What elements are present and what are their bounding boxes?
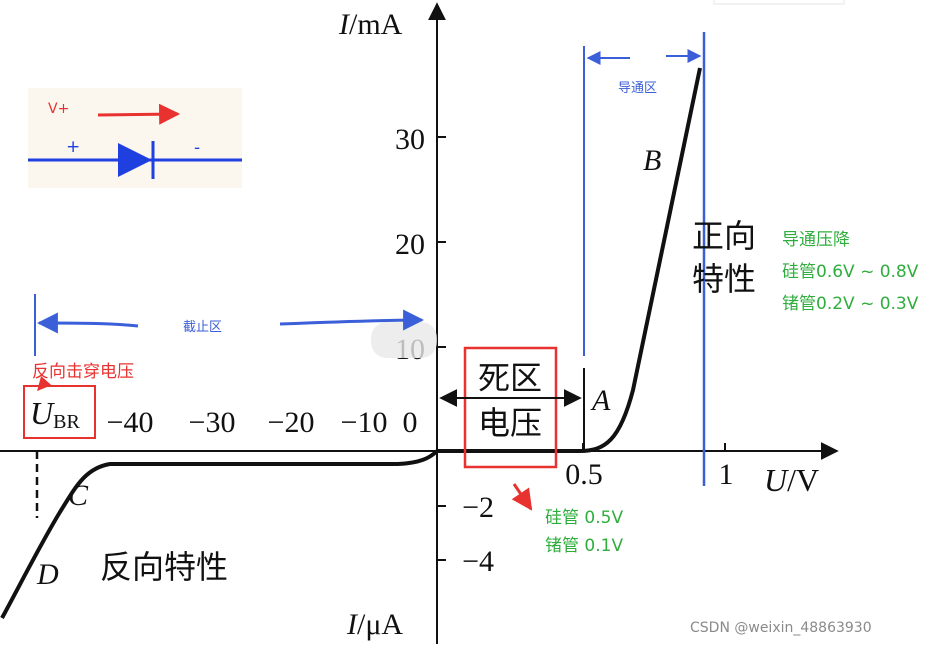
x-tick-0: 0 <box>403 406 418 439</box>
forward-drop-si: 硅管0.6V ~ 0.8V <box>782 262 919 282</box>
dead-zone-line2: 电压 <box>478 404 542 442</box>
point-b-label: B <box>643 144 661 177</box>
y-tick-20: 20 <box>395 228 425 261</box>
breakdown-red-arrow <box>37 375 52 392</box>
x-tick-0-5: 0.5 <box>565 458 603 491</box>
forward-char-line2: 特性 <box>692 260 756 298</box>
plus-label: + <box>66 137 80 157</box>
watermark: CSDN @weixin_48863930 <box>690 620 872 636</box>
minus-label: - <box>194 138 200 158</box>
dead-ge: 锗管 0.1V <box>545 536 623 556</box>
x-tick-1: 1 <box>719 458 734 491</box>
y-axis-top-label: I/mA <box>338 8 403 41</box>
reverse-char-label: 反向特性 <box>100 548 228 586</box>
cutoff-label: 截止区 <box>183 320 222 335</box>
y-tick-neg4: −4 <box>462 545 494 578</box>
x-tick-neg20: −20 <box>268 406 315 439</box>
dead-zone-annotation: 死区 电压 <box>439 346 585 469</box>
forward-drop-ge: 锗管0.2V ~ 0.3V <box>782 294 919 314</box>
iv-curve-reverse <box>0 449 439 619</box>
point-d-label: D <box>36 558 59 591</box>
top-right-frame <box>713 0 845 5</box>
iv-curve-forward <box>437 67 702 453</box>
breakdown-label: 反向击穿电压 <box>32 362 134 382</box>
diode-circuit-icon: V+ + - <box>28 88 242 188</box>
forward-char-line1: 正向 <box>692 217 756 255</box>
y-axis-bottom-label: I/μA <box>346 608 403 641</box>
x-tick-neg40: −40 <box>107 406 154 439</box>
conduction-label: 导通区 <box>618 81 657 96</box>
v-plus-label: V+ <box>48 101 69 117</box>
x-tick-neg30: −30 <box>189 406 236 439</box>
dead-zone-line1: 死区 <box>478 359 542 397</box>
x-tick-neg10: −10 <box>341 406 388 439</box>
x-axis-label: U/V <box>764 462 819 498</box>
dead-zone-red-arrow <box>511 483 533 511</box>
conduction-region-annotation: 导通区 <box>583 32 706 486</box>
forward-drop-title: 导通压降 <box>782 230 850 250</box>
ubr-label: UBR <box>30 395 80 433</box>
axes <box>0 2 839 644</box>
y-tick-neg2: −2 <box>462 491 494 524</box>
y-tick-30: 30 <box>395 123 425 156</box>
point-c-label: C <box>68 479 89 512</box>
cutoff-region-annotation: 截止区 <box>34 294 437 358</box>
dead-si: 硅管 0.5V <box>545 508 623 528</box>
point-a-label: A <box>590 384 611 417</box>
ubr-box <box>23 385 96 439</box>
